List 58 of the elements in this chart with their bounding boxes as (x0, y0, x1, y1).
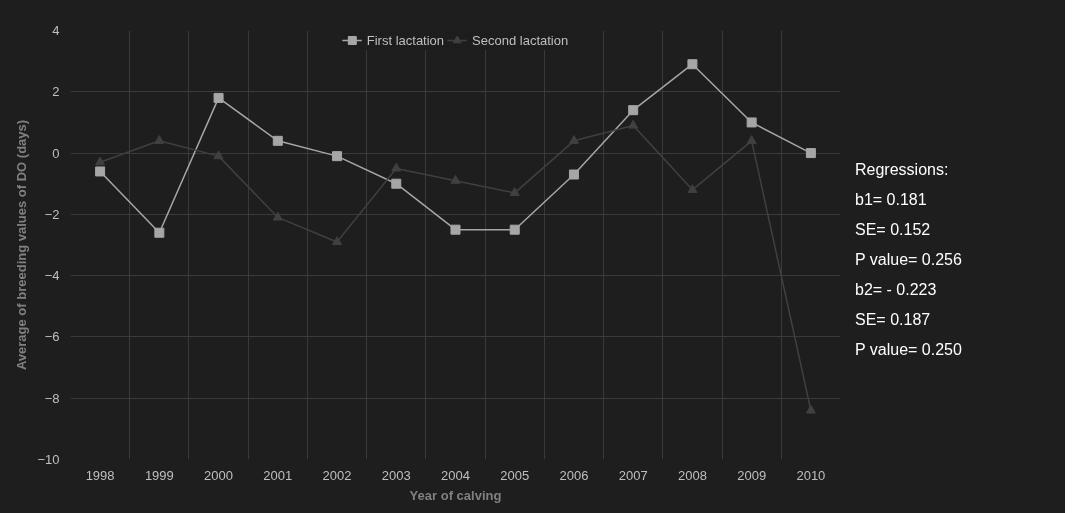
x-tick-label: 2003 (381, 467, 411, 483)
point (154, 227, 165, 238)
x-tick-label: 2004 (441, 467, 470, 483)
x-tick-label: 2009 (737, 467, 767, 483)
x-tick-label: 2000 (204, 467, 234, 483)
y-tick-label: −8 (44, 390, 60, 406)
legend-label: First lactation (366, 32, 445, 48)
point (805, 404, 816, 414)
y-tick-label: −6 (44, 329, 60, 345)
x-tick-label: 1999 (144, 467, 174, 483)
point (687, 184, 698, 193)
point (391, 178, 402, 189)
y-tick-label: −10 (37, 452, 60, 467)
x-tick-label: 2007 (618, 467, 648, 483)
point (568, 169, 579, 180)
text: SE= 0.152 (855, 221, 931, 238)
point (450, 174, 461, 184)
text: b1= 0.181 (855, 191, 927, 208)
x-axis-title: Year of calving (409, 487, 502, 503)
point (213, 150, 224, 160)
x-tick-label: 2001 (263, 467, 293, 483)
point (805, 148, 816, 159)
x-tick-label: 2008 (677, 467, 707, 483)
point (332, 236, 343, 246)
x-tick-label: 2010 (796, 467, 826, 483)
point (272, 211, 283, 221)
point (746, 135, 757, 144)
point (95, 166, 106, 177)
y-tick-label: −2 (44, 206, 60, 222)
text: b2= - 0.223 (855, 281, 937, 298)
x-tick-label: 2002 (322, 467, 352, 483)
point (272, 135, 283, 146)
point (568, 135, 579, 144)
x-tick-label: 2006 (559, 467, 589, 483)
point (213, 92, 224, 103)
point (628, 119, 639, 129)
y-axis-title: Average of breeding values of DO (days) (14, 119, 30, 371)
point (509, 187, 520, 197)
point (391, 162, 402, 172)
point (746, 117, 757, 128)
point (332, 151, 343, 162)
text: SE= 0.187 (855, 311, 931, 328)
point (95, 156, 106, 166)
text: P value= 0.256 (855, 251, 962, 268)
y-tick-label: 0 (52, 145, 60, 161)
point (154, 135, 165, 144)
y-tick-label: 4 (52, 23, 60, 38)
y-tick-label: −4 (44, 268, 60, 284)
point (509, 224, 520, 235)
x-tick-label: 1998 (85, 467, 115, 483)
text: Regressions: (855, 161, 949, 178)
legend-label: Second lactation (472, 32, 569, 48)
x-tick-label: 2005 (500, 467, 530, 483)
point (628, 105, 639, 116)
y-tick-label: 2 (52, 84, 60, 100)
point (687, 59, 698, 70)
text: P value= 0.250 (855, 341, 962, 358)
point (450, 224, 461, 235)
